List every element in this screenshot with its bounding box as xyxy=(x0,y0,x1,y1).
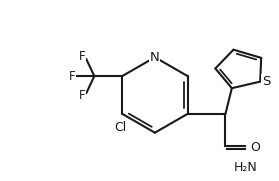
Text: N: N xyxy=(150,51,160,64)
Text: F: F xyxy=(79,89,86,102)
Text: O: O xyxy=(250,141,260,153)
Text: Cl: Cl xyxy=(114,121,126,134)
Text: F: F xyxy=(69,70,76,83)
Text: H₂N: H₂N xyxy=(234,161,257,174)
Text: S: S xyxy=(262,75,271,88)
Text: F: F xyxy=(79,50,86,63)
